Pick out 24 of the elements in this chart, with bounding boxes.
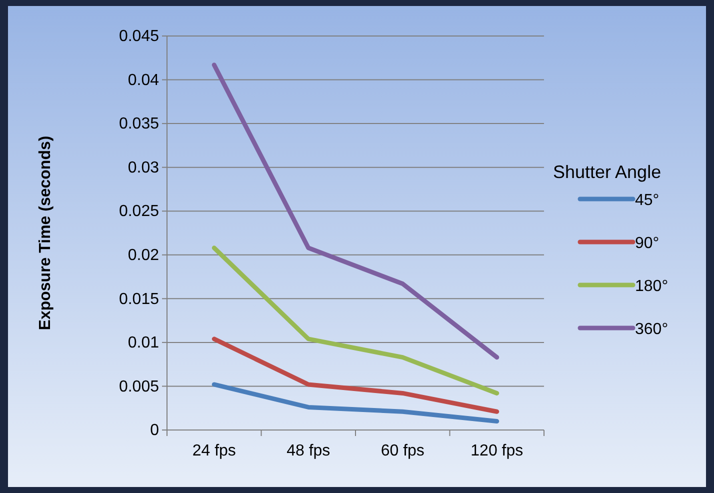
y-tick-label: 0.005 <box>118 378 160 396</box>
y-axis-title: Exposure Time (seconds) <box>37 136 54 330</box>
y-tick-label: 0 <box>150 422 160 440</box>
y-tick-label: 0.035 <box>118 116 160 133</box>
x-tick-label: 48 fps <box>286 442 330 460</box>
x-tick-label: 60 fps <box>380 442 424 460</box>
y-tick-label: 0.01 <box>128 334 160 352</box>
line-series <box>212 246 500 396</box>
y-tick-label: 0.015 <box>118 290 160 308</box>
y-tick-label: 0.045 <box>118 28 160 46</box>
legend-label: 90° <box>635 235 660 252</box>
legend-title: Shutter Angle <box>553 162 662 182</box>
line-series <box>212 336 500 414</box>
line-series <box>212 382 500 424</box>
y-tick-label: 0.02 <box>128 247 160 264</box>
legend-label: 360° <box>635 321 668 338</box>
legend-label: 45° <box>635 192 660 209</box>
y-tick-label: 0.04 <box>128 72 160 89</box>
x-tick-label: 120 fps <box>470 442 524 460</box>
x-tick-label: 24 fps <box>192 442 236 460</box>
line-series <box>212 62 500 360</box>
y-tick-label: 0.025 <box>118 203 160 220</box>
legend-label: 180° <box>635 278 668 295</box>
y-tick-label: 0.03 <box>128 159 160 176</box>
